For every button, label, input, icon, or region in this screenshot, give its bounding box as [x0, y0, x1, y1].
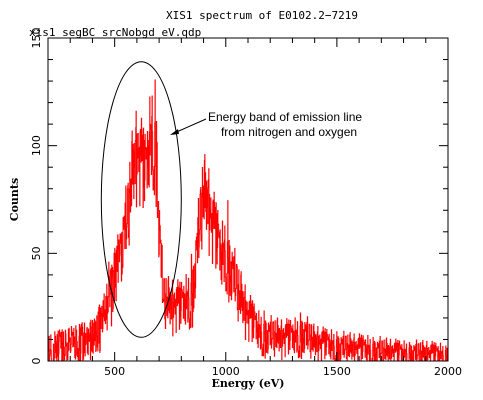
- y-tick-label: 100: [30, 135, 43, 156]
- x-tick-label: 2000: [434, 365, 462, 378]
- y-tick-label: 150: [30, 28, 43, 49]
- y-tick-label: 50: [30, 246, 43, 260]
- annotation-ellipse: [100, 61, 182, 338]
- annotation-text-line1: Energy band of emission line: [208, 110, 362, 124]
- spectrum-series-line: [47, 79, 449, 362]
- annotation-arrowhead: [170, 129, 179, 135]
- x-axis-label: Energy (eV): [211, 377, 284, 390]
- axis-ticks: 500 1000 1500 2000 0 50 100 150: [30, 28, 462, 379]
- chart-title: XIS1 spectrum of E0102.2−7219: [166, 9, 358, 22]
- x-tick-label: 1500: [323, 365, 351, 378]
- y-tick-label: 0: [30, 358, 43, 365]
- annotation-text-line2: from nitrogen and oxygen: [221, 125, 357, 139]
- spectrum-data: [47, 79, 449, 362]
- y-axis-label: Counts: [8, 178, 21, 221]
- x-tick-label: 500: [104, 365, 125, 378]
- x-tick-label: 1000: [212, 365, 240, 378]
- chart-subtitle: xis1_segBC_srcNobgd_eV.qdp: [29, 26, 201, 39]
- annotation-group: Energy band of emission line from nitrog…: [100, 61, 362, 338]
